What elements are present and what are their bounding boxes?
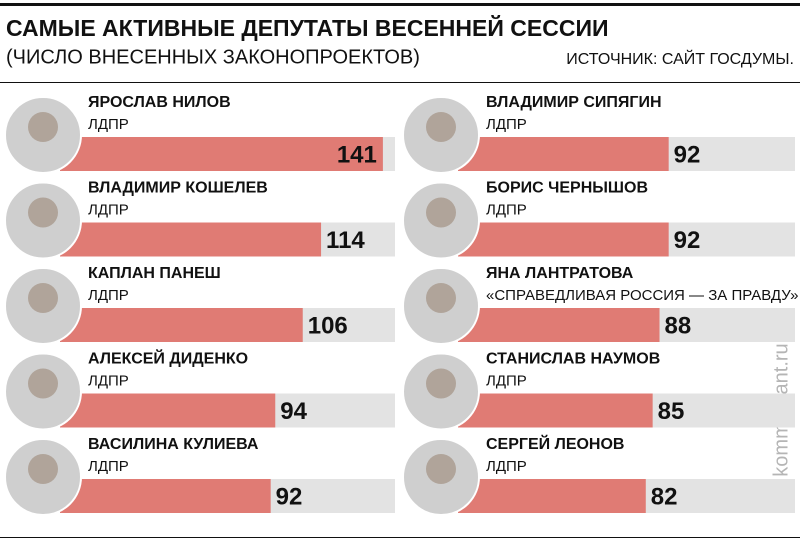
photo-head	[28, 368, 58, 399]
name: ЯНА ЛАНТРАТОВА	[486, 265, 634, 282]
photo-head	[28, 112, 58, 142]
value-label: 92	[276, 483, 303, 510]
party: ЛДПР	[486, 458, 527, 475]
photo-head	[426, 112, 456, 142]
value-label: 141	[337, 141, 377, 168]
photo-head	[426, 368, 456, 399]
name: АЛЕКСЕЙ ДИДЕНКО	[88, 349, 248, 368]
party: ЛДПР	[486, 372, 527, 389]
name: ЯРОСЛАВ НИЛОВ	[88, 94, 231, 111]
photo-head	[28, 454, 58, 484]
party: ЛДПР	[88, 116, 129, 133]
name: КАПЛАН ПАНЕШ	[88, 265, 221, 282]
value-label: 85	[658, 398, 685, 425]
value-label: 92	[674, 227, 701, 254]
photo-head	[28, 283, 58, 313]
bar	[458, 393, 653, 428]
name: ВЛАДИМИР КОШЕЛЕВ	[88, 180, 268, 197]
header-rule	[0, 82, 800, 83]
party: ЛДПР	[88, 372, 129, 389]
value-label: 106	[308, 312, 348, 339]
bar	[60, 308, 303, 342]
bar	[458, 308, 660, 342]
photo-head	[28, 197, 58, 228]
value-label: 82	[651, 483, 678, 510]
bar	[60, 479, 271, 513]
value-label: 114	[326, 227, 365, 254]
top-rule	[0, 3, 800, 6]
name: СТАНИСЛАВ НАУМОВ	[486, 351, 660, 368]
party: «СПРАВЕДЛИВАЯ РОССИЯ — ЗА ПРАВДУ»	[486, 287, 798, 304]
value-label: 94	[280, 398, 307, 425]
name: БОРИС ЧЕРНЫШОВ	[486, 180, 648, 197]
party: ЛДПР	[88, 287, 129, 304]
bottom-rule	[0, 537, 800, 538]
party: ЛДПР	[486, 116, 527, 133]
name: СЕРГЕЙ ЛЕОНОВ	[486, 434, 624, 453]
value-label: 92	[674, 141, 701, 168]
bar	[458, 137, 669, 171]
party: ЛДПР	[486, 201, 527, 218]
value-label: 88	[665, 312, 692, 339]
photo-head	[426, 197, 456, 228]
bar	[458, 479, 646, 513]
chart-title: САМЫЕ АКТИВНЫЕ ДЕПУТАТЫ ВЕСЕННЕЙ СЕССИИ	[6, 14, 609, 41]
bar	[458, 222, 669, 257]
chart-subtitle: (ЧИСЛО ВНЕСЕННЫХ ЗАКОНОПРОЕКТОВ)	[6, 46, 420, 68]
name: ВАСИЛИНА КУЛИЕВА	[88, 436, 259, 453]
photo-head	[426, 283, 456, 313]
name: ВЛАДИМИР СИПЯГИН	[486, 94, 662, 111]
party: ЛДПР	[88, 458, 129, 475]
bar	[60, 393, 276, 428]
photo-head	[426, 454, 456, 484]
source: ИСТОЧНИК: САЙТ ГОСДУМЫ.	[566, 49, 794, 68]
party: ЛДПР	[88, 201, 129, 218]
bar	[60, 137, 383, 171]
bar	[60, 222, 322, 257]
